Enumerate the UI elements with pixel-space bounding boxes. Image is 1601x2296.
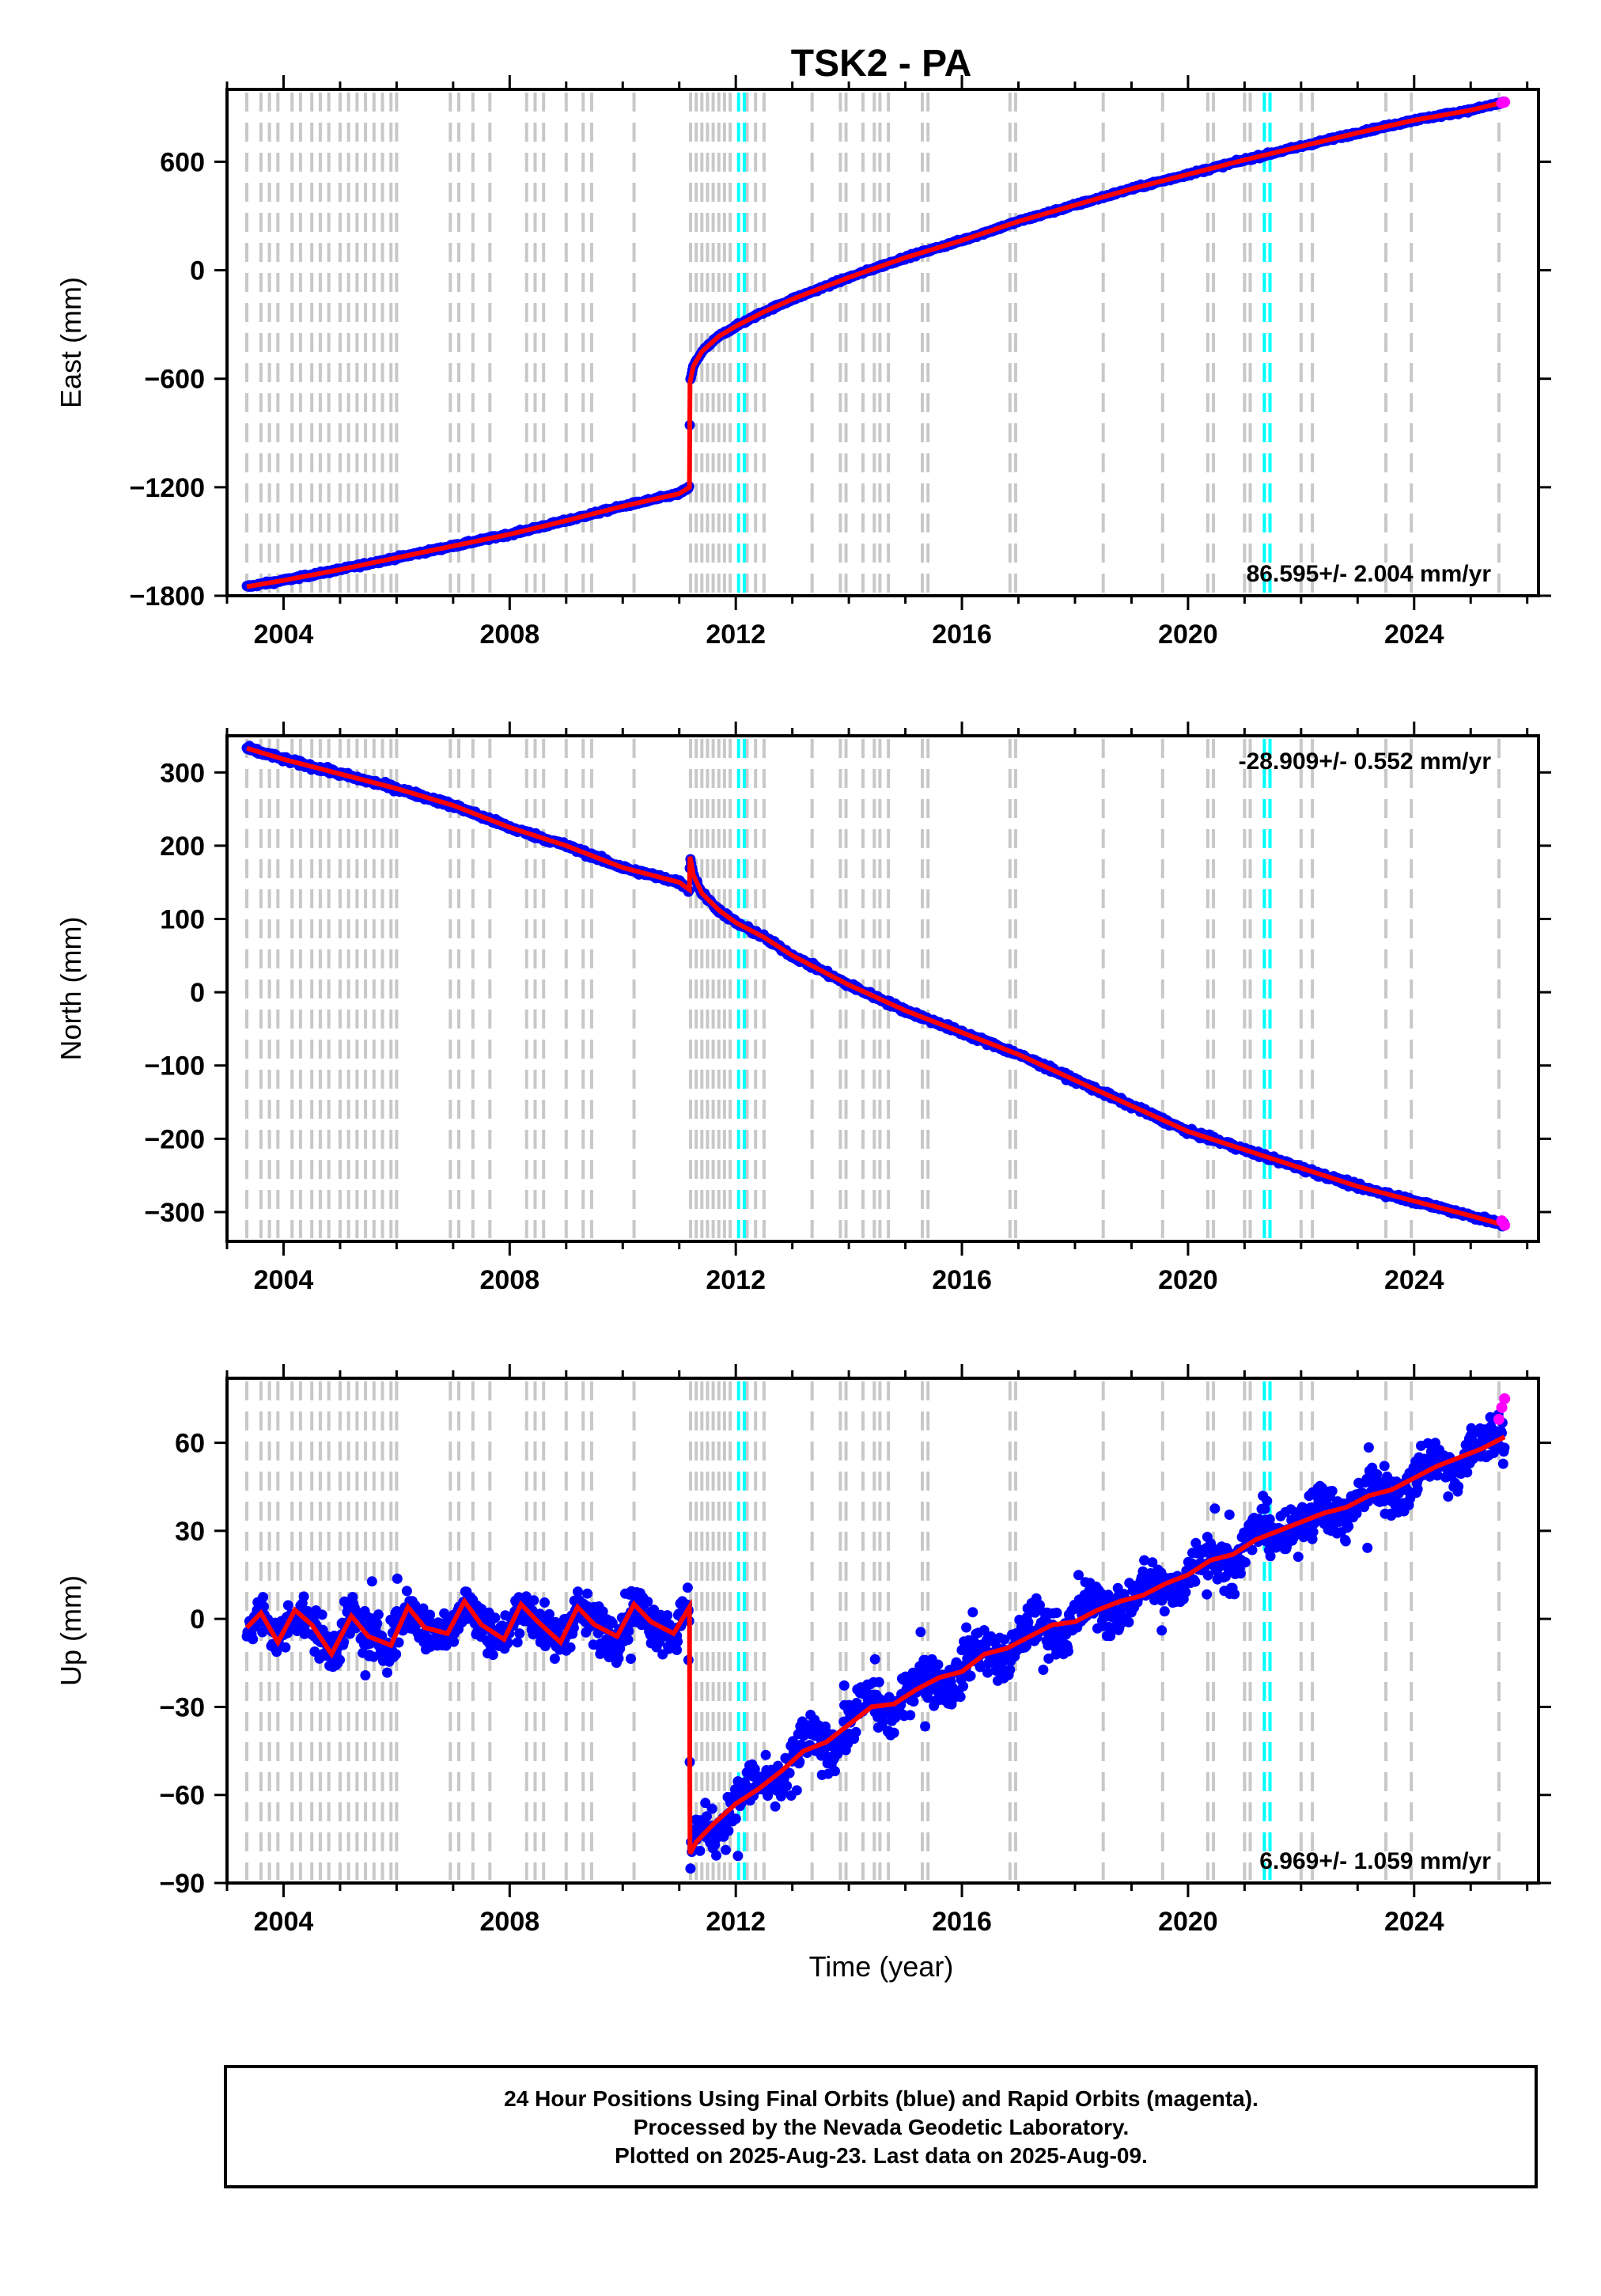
data-point [316, 1609, 327, 1620]
y-tick-label: 600 [160, 147, 205, 177]
x-tick-label: 2004 [254, 1265, 314, 1295]
y-tick-label: 100 [160, 905, 205, 935]
y-tick-label: 0 [190, 256, 205, 286]
data-point [682, 1582, 693, 1593]
x-axis: 2004 2008 2012 2016 2020 2024 [225, 722, 1529, 1295]
data-point [782, 1780, 793, 1791]
y-tick-label: −1200 [130, 473, 206, 503]
x-tick-label: 2012 [706, 619, 766, 650]
data-point [282, 1600, 293, 1611]
data-point [662, 1610, 673, 1621]
y-axis-title: East (mm) [55, 277, 87, 408]
data-point [695, 1845, 706, 1856]
x-tick-label: 2016 [932, 1265, 992, 1295]
east-panel: 2004 2008 2012 2016 2020 2024 −1800 −1200 −600 0 6… [55, 75, 1551, 650]
y-axis: −300 −200 −100 0 100 200 300 [144, 758, 1551, 1228]
x-tick-label: 2008 [480, 619, 540, 650]
data-point [490, 1612, 501, 1623]
x-tick-label: 2024 [1384, 1265, 1444, 1295]
event-lines [245, 93, 1501, 593]
data-point [642, 1596, 653, 1607]
data-point [721, 1844, 731, 1855]
plot-frame [225, 734, 1540, 1243]
data-point [723, 1825, 734, 1836]
data-point [706, 1803, 717, 1814]
x-tick-label: 2008 [480, 1265, 540, 1295]
data-point [711, 1850, 721, 1861]
y-tick-label: 200 [160, 832, 205, 862]
x-tick-label: 2020 [1158, 619, 1218, 650]
data-point [248, 1634, 259, 1645]
data-point [539, 1597, 550, 1608]
x-tick-label: 2004 [254, 619, 314, 650]
data-point [372, 1618, 383, 1629]
data-point [514, 1628, 525, 1639]
data-point [335, 1654, 345, 1665]
data-point [401, 1586, 412, 1597]
data-point [512, 1637, 523, 1648]
data-point [528, 1595, 539, 1606]
data-point [613, 1653, 624, 1664]
y-tick-label: 300 [160, 758, 205, 788]
data-point [258, 1592, 269, 1603]
north-panel: 2004 2008 2012 2016 2020 2024 −300 −200 −100 0 100… [55, 722, 1551, 1295]
x-tick-label: 2020 [1158, 1265, 1218, 1295]
y-tick-label: −600 [144, 365, 205, 395]
y-tick-label: 0 [190, 978, 205, 1008]
velocity-label: -28.909+/- 0.552 mm/yr [1239, 748, 1492, 775]
y-axis-title: North (mm) [55, 917, 87, 1061]
data-point [830, 1766, 840, 1777]
x-tick-label: 2012 [706, 1265, 766, 1295]
velocity-label: 86.595+/- 2.004 mm/yr [1247, 561, 1492, 587]
data-point [730, 1813, 741, 1824]
y-tick-label: −200 [144, 1124, 205, 1154]
rapid-point [1499, 97, 1511, 108]
data-point [565, 1642, 576, 1653]
data-point [549, 1654, 560, 1664]
plot-frame [225, 88, 1540, 597]
data-point [280, 1642, 291, 1653]
data-point [487, 1650, 498, 1661]
data-point [298, 1591, 309, 1602]
x-tick-label: 2016 [932, 619, 992, 650]
data-point [770, 1801, 781, 1812]
data-point [391, 1649, 402, 1660]
chart-title: TSK2 - PA [791, 43, 971, 85]
rapid-point [1499, 1219, 1511, 1231]
x-tick-label: 2024 [1384, 619, 1444, 650]
data-point [623, 1626, 634, 1637]
data-point [373, 1609, 384, 1620]
data-point [685, 1863, 696, 1874]
data-point [760, 1749, 771, 1760]
y-tick-label: −100 [144, 1051, 205, 1082]
y-tick-label: −1800 [130, 582, 206, 612]
data-point [582, 1588, 592, 1599]
data-point [382, 1667, 392, 1678]
up-panel: 2004 2008 2012 2016 2020 2024−90−60−3003060Up… [55, 1364, 1551, 1937]
y-tick-label: −300 [144, 1198, 205, 1228]
